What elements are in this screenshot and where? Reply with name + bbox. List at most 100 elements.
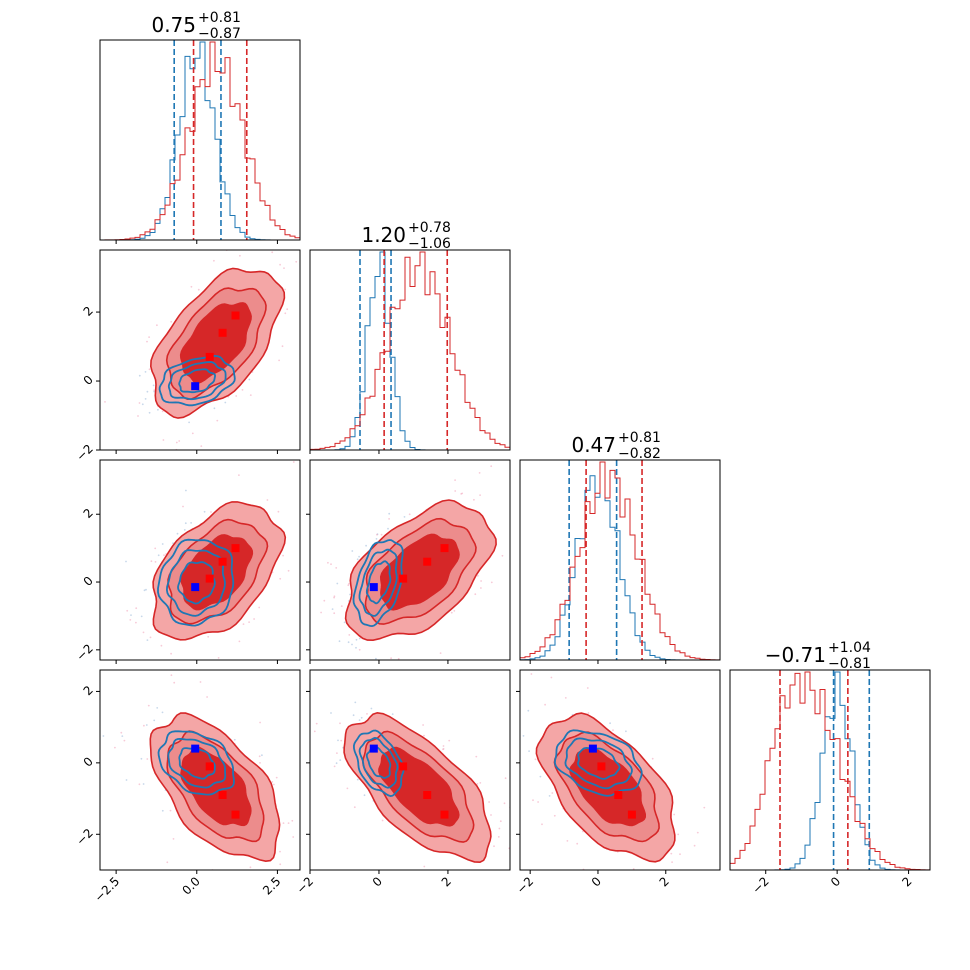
sample-point [82, 382, 84, 384]
sample-point [235, 395, 238, 397]
sample-point [250, 235, 252, 237]
sample-point [161, 543, 164, 545]
blue-marker [191, 744, 200, 753]
blue-contour-line [157, 538, 235, 627]
red-marker [614, 791, 623, 799]
sample-point [320, 348, 322, 350]
sample-point [148, 411, 151, 414]
sample-point [340, 605, 343, 607]
red-contour-line [179, 302, 252, 384]
sample-point [191, 432, 194, 435]
sample-point [172, 542, 174, 544]
red-contour-line [167, 518, 269, 625]
sample-point [490, 581, 493, 584]
sample-point [146, 340, 148, 343]
sample-point [442, 745, 445, 747]
sample-point [388, 518, 390, 520]
sample-point [625, 730, 627, 733]
panel-frame [99, 459, 301, 661]
blue-contour-line [553, 729, 643, 797]
sample-point [423, 734, 425, 737]
blue-marker [191, 583, 200, 592]
y-tick-label: −2 [73, 442, 95, 464]
sample-point [282, 554, 284, 557]
red-marker [440, 544, 449, 553]
sample-point [140, 757, 143, 760]
x-tick-label: −2 [294, 874, 316, 896]
sample-point [258, 606, 261, 609]
sample-point [161, 809, 164, 812]
sample-point [238, 474, 240, 476]
sample-point [454, 479, 456, 481]
sample-point [539, 775, 542, 778]
sample-point [542, 875, 544, 877]
scatter-panel-3-0 [102, 674, 295, 870]
sample-point [169, 809, 172, 812]
sample-point [123, 739, 126, 742]
sample-point [582, 830, 584, 833]
sample-point [275, 776, 278, 779]
sample-point [587, 712, 590, 714]
sample-point [184, 522, 187, 525]
sample-point [283, 267, 285, 269]
blue-contour-line [564, 737, 633, 790]
sample-point [612, 729, 614, 731]
title-minus: −0.82 [618, 446, 661, 462]
sample-point [125, 779, 128, 781]
sample-point [216, 419, 219, 422]
panel-frame [309, 249, 511, 451]
sample-point [142, 783, 145, 785]
sample-point [333, 595, 336, 598]
x-tick-label: 2 [899, 874, 914, 889]
sample-point [146, 758, 149, 760]
sample-point [422, 724, 424, 726]
sample-point [152, 384, 155, 387]
sample-point [176, 532, 179, 535]
title-minus: −0.81 [828, 656, 871, 672]
sample-point [162, 439, 165, 441]
sample-point [135, 621, 137, 624]
sample-point [478, 472, 481, 474]
sample-point [335, 567, 338, 569]
sample-point [161, 410, 164, 413]
sample-point [488, 801, 490, 803]
red-marker [231, 544, 240, 553]
sample-point [153, 389, 156, 392]
sample-point [287, 569, 290, 572]
panel-title-2: 0.47 +0.81−0.82 [571, 430, 660, 462]
scatter-panel-1-0 [82, 235, 324, 450]
red-contour-line [553, 731, 660, 843]
sample-point [170, 652, 173, 655]
sample-point [287, 822, 290, 824]
blue-contour-line [167, 361, 227, 401]
sample-point [206, 696, 209, 698]
sample-point [199, 681, 202, 683]
sample-point [144, 371, 147, 373]
sample-point [321, 661, 323, 663]
sample-point [153, 390, 156, 393]
blue-contour-line [358, 548, 398, 617]
sample-point [143, 589, 146, 592]
sample-point [338, 640, 341, 643]
sample-point [190, 285, 193, 288]
sample-point [673, 813, 676, 816]
sample-point [261, 754, 263, 757]
sample-point [388, 512, 391, 515]
sample-point [146, 639, 149, 641]
x-tick-label: −2 [749, 874, 771, 896]
sample-point [150, 560, 153, 563]
sample-point [335, 762, 338, 765]
sample-point [511, 561, 513, 563]
sample-point [145, 724, 148, 726]
sample-point [347, 641, 350, 644]
scatter-panel-3-1 [313, 701, 544, 877]
sample-point [126, 609, 129, 612]
sample-point [450, 611, 453, 614]
sample-point [284, 288, 286, 291]
sample-point [153, 719, 156, 722]
histogram-blue [100, 41, 300, 240]
sample-point [499, 820, 502, 823]
sample-point [148, 336, 151, 338]
sample-point [322, 284, 324, 286]
y-tick-label: 2 [81, 506, 96, 521]
